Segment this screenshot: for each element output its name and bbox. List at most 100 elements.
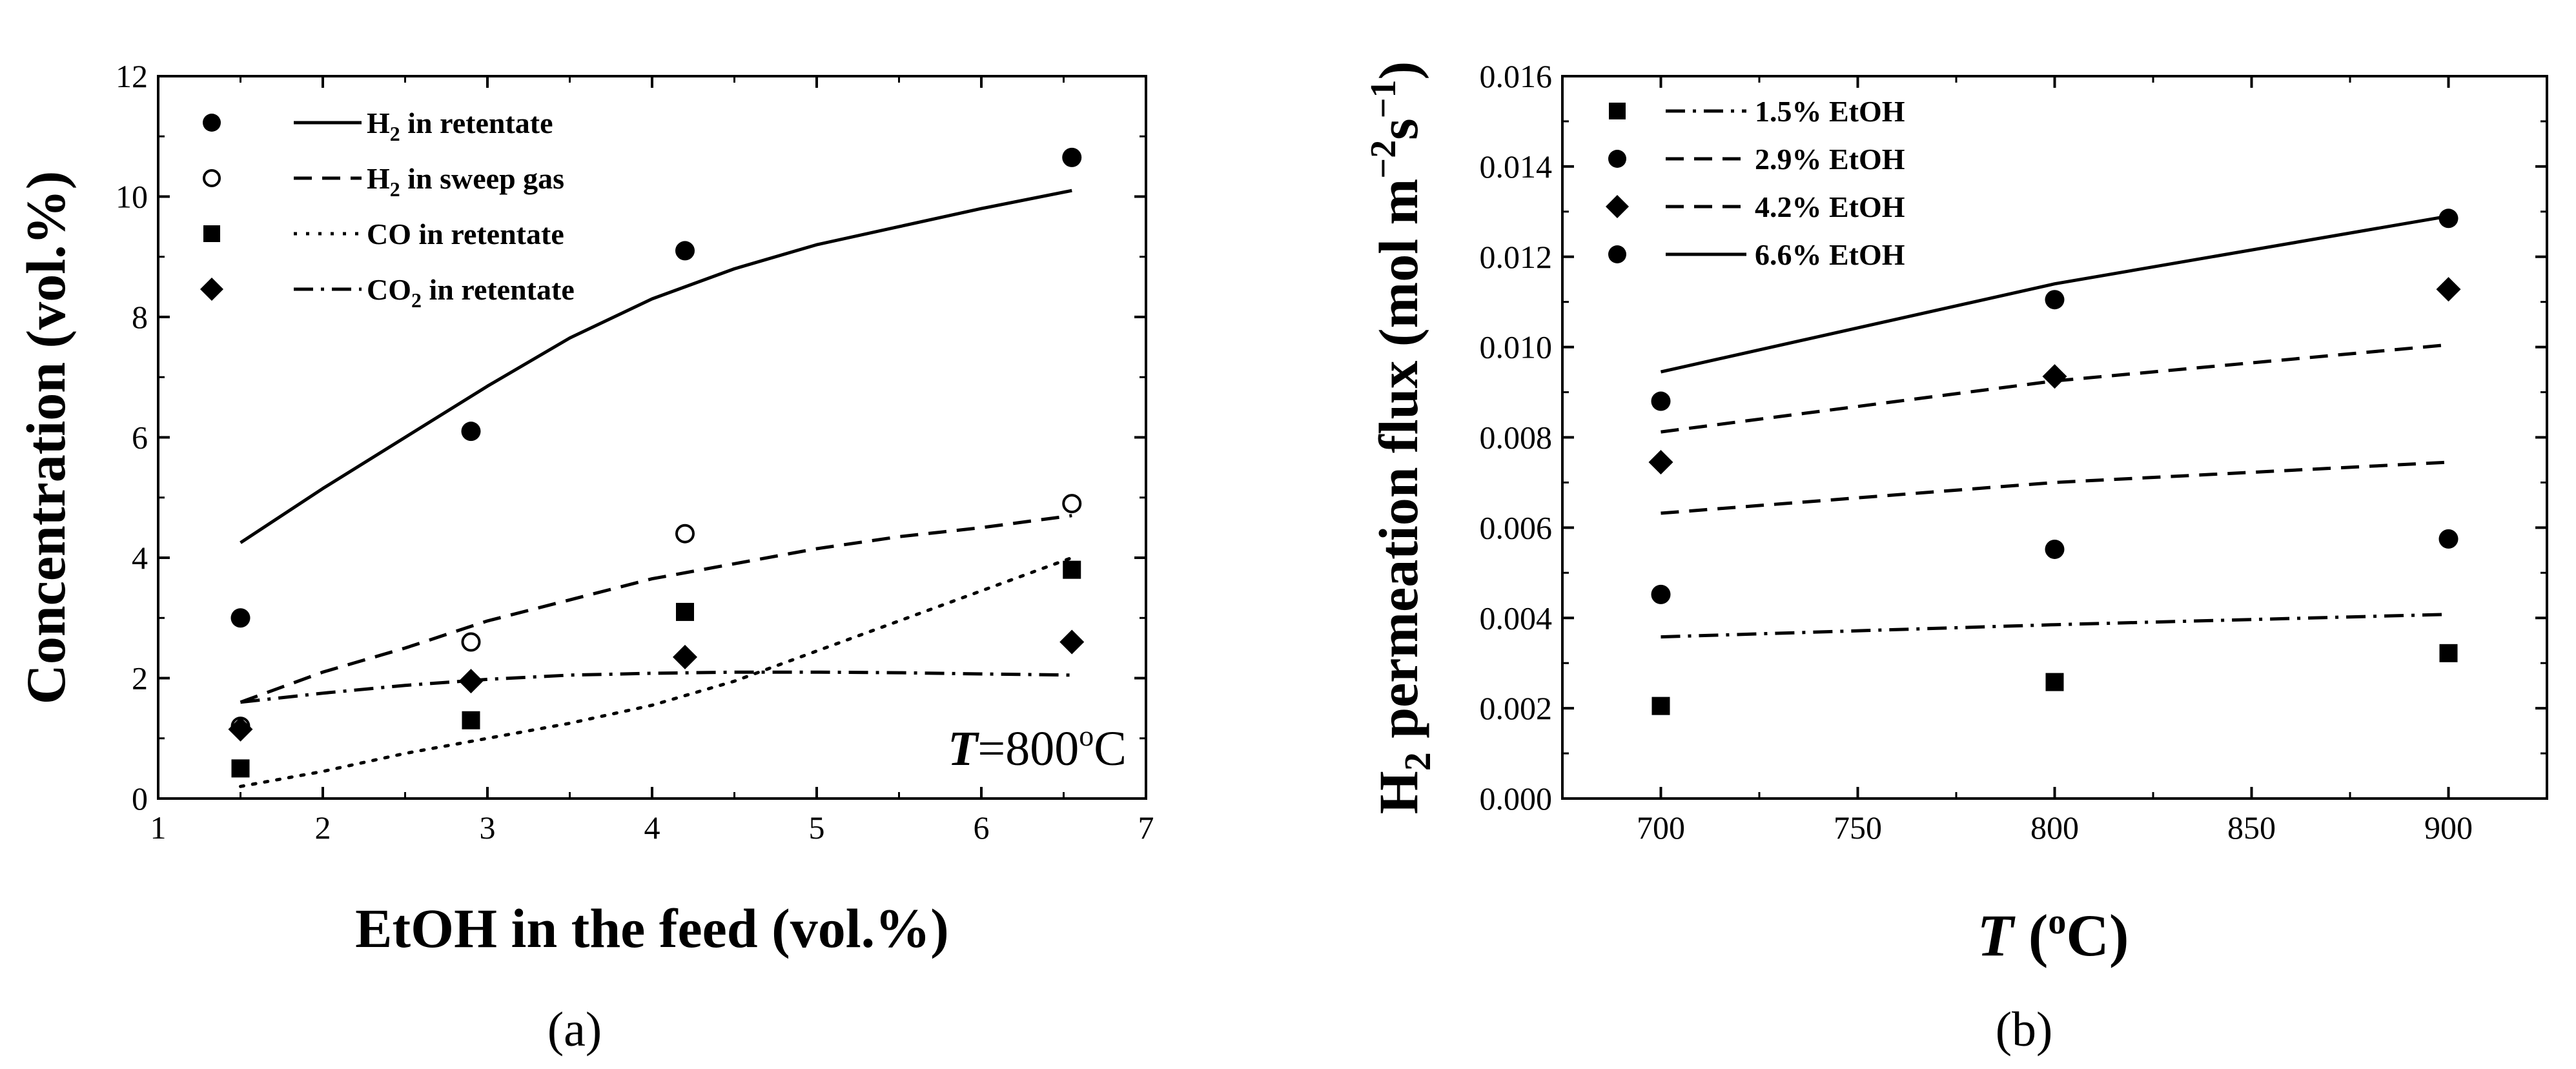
x-tick-label: 3 — [480, 809, 496, 846]
legend-label-text: 1.5% EtOH — [1755, 95, 1905, 128]
panel-b: 700 750 800 850 900 0.000 0.002 0.004 0.006 0.008… — [1364, 58, 2548, 1057]
data-point-series-2 — [1651, 584, 1671, 604]
temperature-annotation: T=800oC — [948, 719, 1127, 776]
legend-label-2: H2 in sweep gas — [367, 162, 564, 201]
legend-label-1: 1.5% EtOH — [1755, 95, 1905, 128]
model-line-series-3 — [239, 556, 1074, 788]
x-tick-label: 2 — [315, 809, 331, 846]
y-tick-label: 6 — [132, 420, 148, 456]
legend-label-base: CO in retentate — [367, 218, 564, 250]
legend: 1.5% EtOH 2.9% EtOH 4.2% EtOH 6.6% EtOH — [1606, 95, 1905, 271]
data-point-series-4 — [228, 717, 253, 742]
data-point-series-4 — [2438, 209, 2458, 229]
y-tick-label: 4 — [132, 540, 148, 576]
x-tick-label: 5 — [809, 809, 825, 846]
legend-label-rest: in retentate — [422, 273, 575, 306]
model-line-series-4 — [240, 670, 1072, 704]
data-point-series-3 — [676, 602, 694, 621]
y-tick-label: 12 — [116, 58, 148, 94]
y-tick-label: 0.004 — [1480, 600, 1553, 636]
annotation-degree: o — [1079, 719, 1094, 752]
y-tick-label: 0.006 — [1480, 509, 1553, 545]
legend-marker-2 — [1608, 150, 1626, 168]
y-label-s: s — [1367, 118, 1429, 139]
y-axis-label: H2 permeation flux (mol m−2s−1) — [1364, 61, 1438, 814]
x-tick-label: 1 — [150, 809, 167, 846]
y-label-base: H — [1367, 771, 1429, 814]
data-point-series-2 — [2438, 529, 2458, 549]
legend-label-3: CO in retentate — [367, 218, 564, 250]
legend-label-base: H — [367, 107, 390, 139]
y-tick-label: 0.016 — [1480, 58, 1553, 94]
legend-marker-3 — [203, 225, 220, 242]
y-label-superscript-2: −1 — [1364, 79, 1404, 118]
legend-label-1: H2 in retentate — [367, 107, 553, 145]
legend-label-subscript: 2 — [411, 289, 422, 312]
data-point-series-1 — [675, 241, 695, 261]
legend-label-base: H — [367, 162, 390, 195]
y-label-subscript: 2 — [1396, 752, 1438, 771]
annotation-value: =800 — [977, 722, 1079, 776]
y-tick-label: 8 — [132, 299, 148, 335]
legend-label-rest: in retentate — [400, 107, 553, 139]
data-point-series-3 — [462, 711, 480, 729]
legend-marker-2 — [203, 169, 221, 187]
data-point-series-4 — [673, 644, 697, 669]
data-point-series-1 — [2045, 673, 2064, 691]
x-tick-label: 4 — [644, 809, 660, 846]
y-label-close: ) — [1367, 61, 1429, 80]
data-point-series-3 — [1063, 560, 1081, 579]
legend-marker-3 — [1606, 195, 1629, 218]
data-point-series-4 — [458, 669, 484, 694]
legend-label-text: 4.2% EtOH — [1755, 190, 1905, 223]
panel-caption-a: (a) — [547, 1003, 602, 1057]
x-tick-label: 6 — [974, 809, 990, 846]
y-label-superscript-1: −2 — [1364, 140, 1404, 179]
x-label-unit: C) — [2066, 902, 2129, 968]
x-label-italic-T: T — [1978, 902, 2016, 968]
legend-label-rest: in sweep gas — [400, 162, 564, 195]
data-point-series-1 — [230, 608, 250, 628]
x-tick-label: 7 — [1138, 809, 1154, 846]
y-tick-label: 0.014 — [1480, 148, 1553, 185]
model-line-series-2 — [1661, 460, 2449, 515]
y-tick-label: 0.000 — [1480, 780, 1553, 817]
legend-marker-1 — [1609, 103, 1626, 119]
data-point-series-2 — [675, 524, 695, 544]
data-point-series-2 — [461, 632, 481, 652]
model-line-series-1 — [1661, 613, 2449, 639]
data-point-series-1 — [461, 422, 481, 442]
legend-label-text: 2.9% EtOH — [1755, 143, 1905, 176]
plot-frame — [157, 75, 1147, 800]
model-line-series-4 — [1660, 214, 2449, 374]
x-tick-label: 800 — [2030, 809, 2079, 846]
y-axis-label: Concentration (vol.%) — [15, 171, 77, 704]
y-tick-label: 0 — [132, 780, 148, 817]
legend-marker-1 — [203, 114, 221, 132]
x-axis-label: T (oC) — [1978, 902, 2129, 968]
y-tick-label: 2 — [132, 660, 148, 697]
legend-label-subscript: 2 — [390, 178, 400, 201]
legend-label-base: CO — [367, 273, 411, 306]
model-line-series-2 — [240, 514, 1072, 704]
data-point-series-1 — [2439, 644, 2458, 662]
legend-label-2: 2.9% EtOH — [1755, 143, 1905, 176]
y-tick-label: 0.002 — [1480, 690, 1553, 726]
x-label-degree: o — [2048, 902, 2066, 942]
model-line-series-3 — [1661, 343, 2449, 434]
y-label-text: permeation flux (mol m — [1367, 179, 1429, 753]
data-point-series-2 — [1062, 494, 1082, 514]
y-tick-label: 10 — [116, 179, 148, 215]
annotation-unit: C — [1094, 722, 1127, 776]
x-tick-label: 900 — [2424, 809, 2473, 846]
legend-label-4: 6.6% EtOH — [1755, 238, 1905, 271]
legend-label-3: 4.2% EtOH — [1755, 190, 1905, 223]
data-point-series-3 — [1648, 449, 1673, 474]
data-point-series-3 — [2042, 364, 2067, 389]
y-tick-label: 0.008 — [1480, 420, 1553, 456]
data-point-series-4 — [1059, 629, 1085, 655]
y-tick-label: 0.012 — [1480, 239, 1553, 275]
x-axis-label: EtOH in the feed (vol.%) — [355, 897, 949, 959]
